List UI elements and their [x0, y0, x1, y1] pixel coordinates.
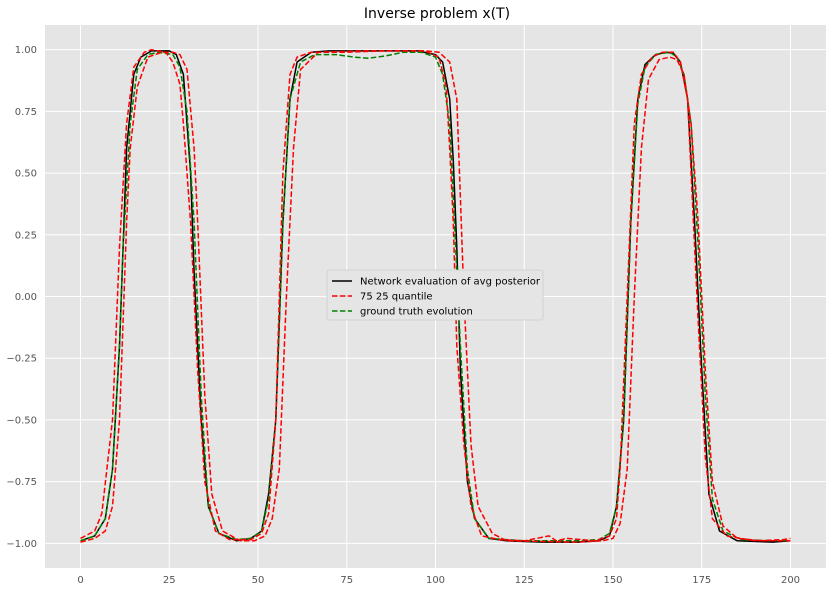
x-tick-label: 175 [692, 575, 711, 586]
legend-label: 75 25 quantile [360, 292, 433, 303]
legend-label: Network evaluation of avg posterior [360, 277, 541, 288]
legend-label: ground truth evolution [360, 307, 473, 318]
x-tick-label: 100 [426, 575, 445, 586]
y-tick-label: 0.75 [15, 107, 37, 118]
y-tick-label: 0.25 [15, 230, 37, 241]
x-axis-ticks: 0 25 50 75 100 125 150 175 200 [77, 575, 800, 586]
x-tick-label: 50 [252, 575, 265, 586]
x-tick-label: 25 [163, 575, 176, 586]
legend-box [326, 269, 544, 321]
y-tick-label: −1.00 [6, 539, 37, 550]
y-tick-label: −0.75 [6, 477, 37, 488]
y-tick-label: 0.50 [15, 169, 37, 180]
x-tick-label: 150 [603, 575, 622, 586]
x-tick-label: 200 [781, 575, 800, 586]
x-tick-label: 125 [515, 575, 534, 586]
series-ground-truth [80, 51, 791, 542]
x-tick-label: 0 [77, 575, 83, 586]
y-tick-label: −0.50 [6, 415, 37, 426]
series-quantile [80, 50, 791, 543]
series-quantile [80, 48, 791, 542]
series-lines [80, 48, 791, 543]
y-tick-label: 0.00 [15, 292, 37, 303]
x-tick-label: 75 [340, 575, 353, 586]
y-axis-ticks: −1.00 −0.75 −0.50 −0.25 0.00 0.25 0.50 0.75 1.00 [6, 45, 37, 550]
y-tick-label: 1.00 [15, 45, 37, 56]
chart-title: Inverse problem x(T) [364, 6, 510, 22]
legend: Network evaluation of avg posterior 75 25… [326, 269, 544, 321]
y-tick-label: −0.25 [6, 354, 37, 365]
